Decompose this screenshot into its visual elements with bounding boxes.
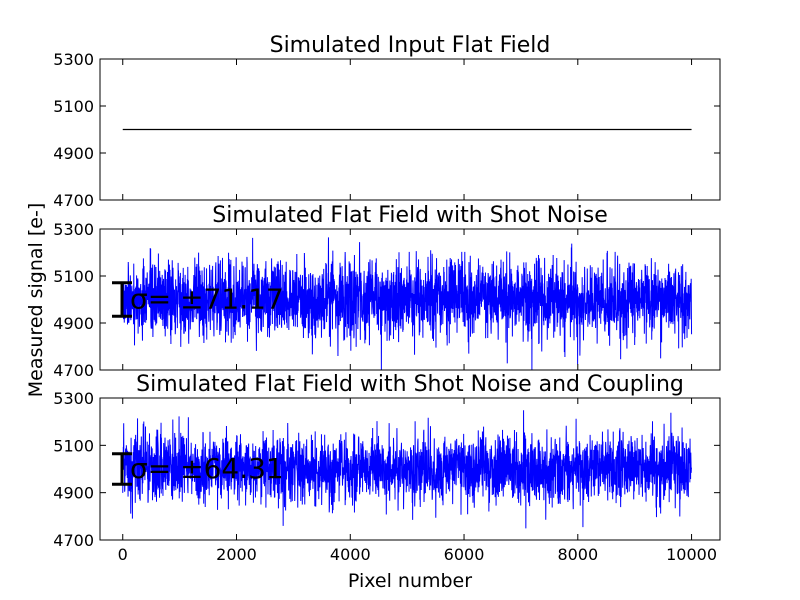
y-tick-label: 5100	[53, 267, 94, 286]
subplot-title: Simulated Flat Field with Shot Noise	[212, 203, 607, 228]
x-tick-label: 0	[118, 545, 128, 564]
subplots-group: 4700 4900 5100 5300 Simulated Input Flat Fie…	[53, 33, 721, 564]
x-tick-label: 8000	[557, 545, 598, 564]
y-tick-label: 4700	[53, 361, 94, 380]
sigma-error-bar	[112, 281, 132, 318]
series-line	[122, 410, 693, 529]
subplot-3: 4700 4900 5100 5300 0 2000 4000 6000 8000 10000 Si…	[53, 372, 721, 564]
subplot-2: 4700 4900 5100 5300 Simulated Flat Field wit…	[53, 203, 721, 380]
y-tick-label: 5100	[53, 97, 94, 116]
x-tick-label: 10000	[666, 545, 717, 564]
y-tick-label: 4900	[53, 314, 94, 333]
sigma-error-bar	[112, 452, 132, 486]
y-tick-label: 4700	[53, 531, 94, 550]
subplot-title: Simulated Input Flat Field	[270, 33, 551, 58]
series-line	[122, 237, 693, 371]
y-tick-label: 5100	[53, 436, 94, 455]
y-tick-label: 5300	[53, 50, 94, 69]
sigma-annotation: σ= ±64.31	[130, 452, 284, 485]
y-tick-label: 4900	[53, 144, 94, 163]
x-tick-label: 6000	[444, 545, 485, 564]
y-tick-label: 4900	[53, 484, 94, 503]
axes-frame	[99, 228, 721, 371]
subplot-1: 4700 4900 5100 5300 Simulated Input Flat Fie…	[53, 33, 721, 210]
y-tick-label: 5300	[53, 220, 94, 239]
sigma-annotation: σ= ±71.17	[130, 283, 284, 316]
x-axis-label: Pixel number	[348, 570, 472, 592]
subplot-title: Simulated Flat Field with Shot Noise and…	[136, 372, 684, 397]
x-tick-label: 2000	[216, 545, 257, 564]
axes-frame	[99, 58, 721, 201]
y-tick-label: 4700	[53, 191, 94, 210]
y-tick-label: 5300	[53, 389, 94, 408]
y-axis-label: Measured signal [e-]	[25, 203, 47, 397]
x-tick-label: 4000	[330, 545, 371, 564]
axes-frame	[99, 397, 721, 541]
